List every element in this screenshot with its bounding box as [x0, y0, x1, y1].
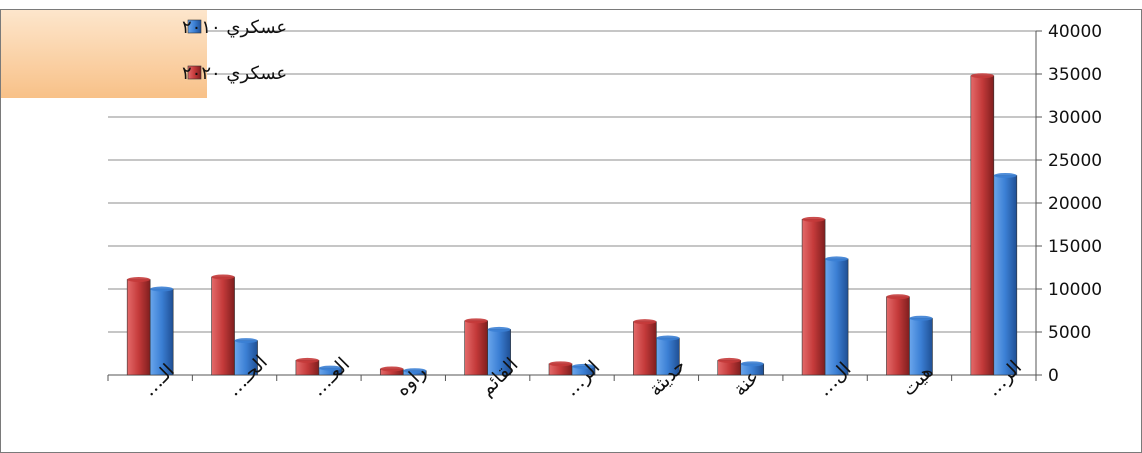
bar-2010-cap [150, 286, 174, 292]
bars [126, 73, 1018, 376]
bar-2010-cap [656, 335, 680, 341]
bar-2020 [126, 279, 151, 376]
bar-2020 [633, 321, 657, 376]
legend: عسكري ٢٠١٠ عسكري ٢٠٢٠ [1, 10, 287, 98]
bar-2010-cap [909, 315, 933, 321]
y-tick-label: 35000 [1048, 65, 1102, 85]
bar-2020-cap [127, 277, 151, 283]
bar-2010-cap [825, 256, 849, 262]
y-tick-label: 15000 [1048, 237, 1102, 257]
bar-2010-cap [318, 365, 342, 371]
y-tick-label: 20000 [1048, 194, 1102, 214]
bar-2020-cap [295, 357, 319, 363]
legend-swatch [187, 19, 202, 34]
y-tick-label: 0 [1048, 366, 1059, 386]
bar-2020-cap [886, 294, 910, 300]
bar-2020-cap [464, 318, 488, 324]
bar-2020-cap [717, 357, 741, 363]
bar-2020 [464, 320, 488, 376]
bar-2020-cap [211, 274, 235, 280]
gridlines [108, 30, 1036, 333]
y-tick-label: 40000 [1048, 22, 1102, 42]
y-axis-tick-labels: 0 5000 10000 15000 20000 25000 30000 35000 40000 [1048, 22, 1102, 386]
y-tick-label: 10000 [1048, 280, 1102, 300]
legend-label: عسكري ٢٠١٠ [182, 17, 287, 38]
bar-2010-cap [993, 172, 1017, 178]
bar-2010 [824, 258, 849, 376]
legend-background [1, 10, 207, 98]
y-tick-label: 25000 [1048, 151, 1102, 171]
bar-2020-cap [549, 361, 572, 367]
bar-2010 [993, 175, 1018, 376]
y-tick-label: 5000 [1048, 323, 1091, 343]
bar-2020-cap [970, 73, 994, 79]
bar-2020-cap [633, 319, 657, 325]
legend-swatch [187, 65, 202, 80]
bar-2010-cap [487, 326, 511, 332]
bar-2020 [886, 296, 910, 376]
bar-2020-cap [802, 216, 826, 222]
bar-2010-cap [403, 368, 427, 374]
y-tick-label: 30000 [1048, 108, 1102, 128]
bar-2010-cap [572, 363, 595, 369]
bar-2020 [970, 75, 995, 376]
bar-2020 [801, 219, 826, 376]
bar-2010-cap [234, 338, 258, 344]
bar-2020-cap [380, 366, 404, 372]
bar-2020 [211, 276, 235, 376]
bar-2010-cap [740, 361, 764, 367]
legend-label: عسكري ٢٠٢٠ [182, 63, 287, 84]
